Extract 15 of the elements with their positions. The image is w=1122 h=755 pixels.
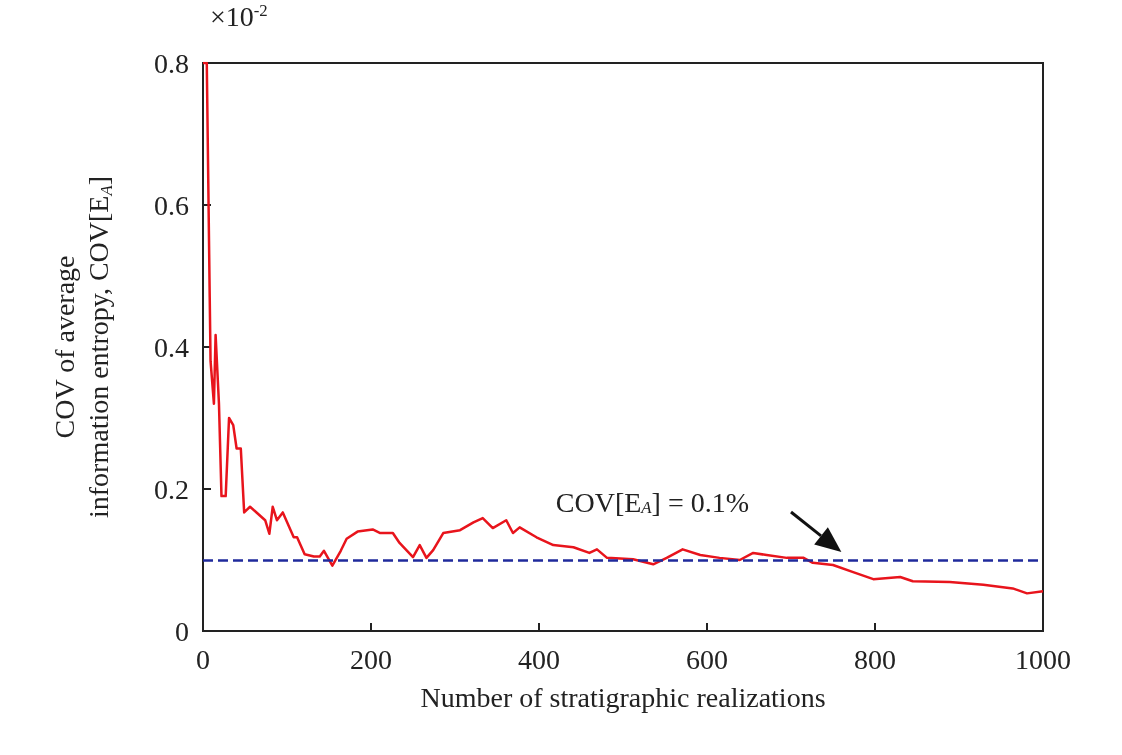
x-tick-label: 800 <box>854 643 896 675</box>
x-axis-title: Number of stratigraphic realizations <box>420 681 826 713</box>
line-series <box>201 61 1045 595</box>
y-tick-label: 0 <box>175 615 189 647</box>
y-tick-label: 0.2 <box>154 473 189 505</box>
x-tick-label: 1000 <box>1015 643 1071 675</box>
y-tick-label: 0.4 <box>154 331 189 363</box>
x-tick-label: 0 <box>196 643 210 675</box>
y-axis-title: COV of average information entropy, COV[EA] <box>48 175 116 519</box>
x-tick-label: 400 <box>518 643 560 675</box>
ref-line-label: COV[EA] = 0.1% <box>555 486 750 518</box>
y-tick-label: 0.6 <box>154 189 189 221</box>
x-tick-label: 200 <box>350 643 392 675</box>
x-tick-label: 600 <box>686 643 728 675</box>
y-tick-label: 0.8 <box>154 47 189 79</box>
